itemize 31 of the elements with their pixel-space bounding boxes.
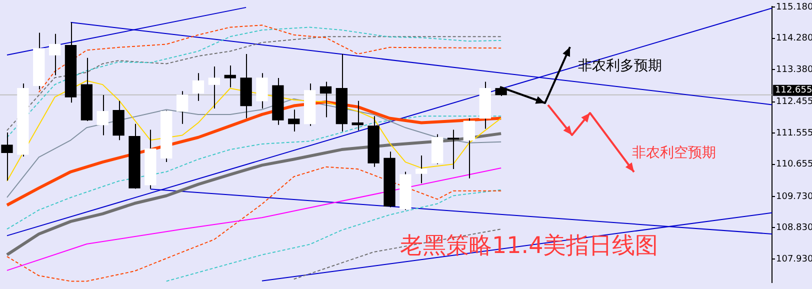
candlestick (1, 132, 13, 181)
candlestick (447, 129, 460, 170)
candlestick (304, 83, 316, 126)
candlestick (352, 100, 364, 131)
candlestick (33, 32, 45, 90)
candlestick (192, 72, 204, 102)
candlestick (224, 64, 236, 88)
candlestick (144, 129, 156, 190)
annotation: 非农利空预期 (632, 145, 716, 161)
candlestick (479, 81, 491, 130)
candlestick (256, 72, 268, 110)
candlestick (17, 83, 29, 157)
candlestick (240, 53, 252, 119)
candlestick (368, 116, 380, 168)
candlestick (64, 22, 77, 104)
y-tick-label: 110.655 (776, 160, 812, 170)
candlestick (336, 53, 348, 132)
candlestick (208, 66, 220, 110)
candlestick (272, 77, 284, 126)
line-series (38, 24, 502, 93)
candlestick (96, 94, 108, 136)
y-tick-label: 111.555 (776, 128, 812, 138)
candlestick (288, 109, 300, 132)
line-series (6, 116, 502, 230)
y-tick-label: 112.455 (776, 97, 812, 108)
candlestick (112, 100, 124, 141)
candlestick (48, 33, 61, 76)
candlestick (176, 90, 188, 124)
ref-line-label: 112.655 (775, 86, 812, 96)
candlestick (320, 81, 332, 118)
candlestick (416, 154, 428, 184)
